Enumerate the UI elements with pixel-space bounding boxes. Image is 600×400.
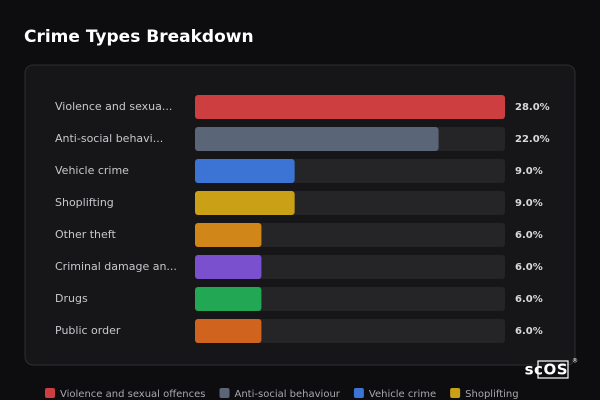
category-label: Public order bbox=[55, 324, 121, 337]
value-label: 28.0% bbox=[515, 102, 550, 113]
value-label: 9.0% bbox=[515, 166, 543, 177]
value-label: 9.0% bbox=[515, 198, 543, 209]
bar bbox=[195, 95, 505, 119]
legend-swatch bbox=[45, 388, 55, 398]
bar bbox=[195, 127, 439, 151]
legend-label: Anti-social behaviour bbox=[235, 389, 341, 400]
value-label: 22.0% bbox=[515, 134, 550, 145]
brand: scOS bbox=[525, 361, 568, 379]
category-label: Other theft bbox=[55, 228, 116, 241]
category-label: Drugs bbox=[55, 292, 88, 305]
bar bbox=[195, 223, 262, 247]
bar bbox=[195, 159, 295, 183]
value-label: 6.0% bbox=[515, 294, 543, 305]
category-label: Shoplifting bbox=[55, 196, 114, 209]
value-label: 6.0% bbox=[515, 262, 543, 273]
chart-title: Crime Types Breakdown bbox=[24, 27, 254, 47]
brand-box bbox=[537, 360, 569, 379]
legend-label: Shoplifting bbox=[465, 389, 518, 400]
bar-track bbox=[195, 255, 505, 279]
bar bbox=[195, 287, 262, 311]
category-label: Vehicle crime bbox=[55, 164, 129, 177]
bar-track bbox=[195, 223, 505, 247]
bar bbox=[195, 191, 295, 215]
legend-swatch bbox=[353, 388, 364, 398]
legend-label: Vehicle crime bbox=[369, 389, 436, 400]
category-label: Criminal damage an... bbox=[55, 260, 177, 273]
bar-track bbox=[195, 287, 505, 311]
value-label: 6.0% bbox=[515, 230, 543, 241]
value-label: 6.0% bbox=[515, 326, 543, 337]
legend-swatch bbox=[450, 388, 461, 398]
bar-track bbox=[195, 319, 505, 343]
legend-swatch bbox=[219, 388, 230, 398]
brand-mark: ® bbox=[572, 358, 578, 365]
category-label: Anti-social behavi... bbox=[55, 132, 163, 145]
bar bbox=[195, 255, 262, 279]
legend-label: Violence and sexual offences bbox=[60, 389, 206, 400]
category-label: Violence and sexua... bbox=[55, 100, 172, 113]
bar bbox=[195, 319, 262, 343]
